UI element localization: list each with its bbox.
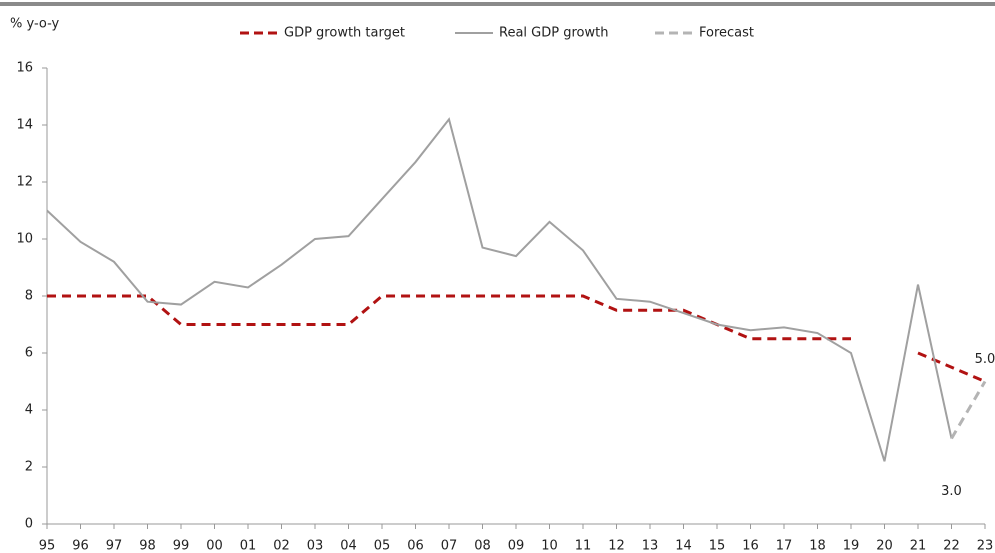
data-label: 3.0 xyxy=(941,484,962,499)
x-tick-label: 96 xyxy=(72,539,89,553)
y-tick-label: 12 xyxy=(16,175,33,190)
x-tick-label: 22 xyxy=(943,539,960,553)
x-tick-label: 18 xyxy=(809,539,826,553)
x-tick-label: 05 xyxy=(374,539,391,553)
legend-label: Real GDP growth xyxy=(499,26,608,41)
x-tick-label: 03 xyxy=(307,539,324,553)
x-tick-label: 12 xyxy=(608,539,625,553)
x-tick-label: 20 xyxy=(876,539,893,553)
x-tick-label: 13 xyxy=(642,539,659,553)
x-tick-label: 98 xyxy=(139,539,156,553)
x-tick-label: 10 xyxy=(541,539,558,553)
legend-label: GDP growth target xyxy=(284,26,405,41)
x-tick-label: 11 xyxy=(575,539,592,553)
x-tick-label: 00 xyxy=(206,539,223,553)
x-tick-label: 08 xyxy=(474,539,491,553)
x-tick-label: 06 xyxy=(407,539,424,553)
x-tick-label: 02 xyxy=(273,539,290,553)
x-tick-label: 21 xyxy=(910,539,927,553)
series-line xyxy=(46,117,953,462)
x-tick-label: 99 xyxy=(173,539,190,553)
x-tick-label: 15 xyxy=(709,539,726,553)
data-label: 5.0 xyxy=(975,352,995,367)
x-tick-label: 01 xyxy=(240,539,257,553)
x-tick-label: 19 xyxy=(843,539,860,553)
y-tick-label: 0 xyxy=(25,517,33,532)
x-tick-label: 04 xyxy=(340,539,357,553)
x-tick-label: 14 xyxy=(675,539,692,553)
x-tick-label: 23 xyxy=(977,539,994,553)
series-line xyxy=(47,294,986,383)
y-tick-label: 10 xyxy=(16,232,33,247)
y-tick-label: 14 xyxy=(16,118,33,133)
x-tick-label: 95 xyxy=(39,539,56,553)
x-tick-label: 97 xyxy=(106,539,123,553)
x-tick-label: 07 xyxy=(441,539,458,553)
legend-label: Forecast xyxy=(699,26,754,41)
series-line xyxy=(950,380,987,440)
y-tick-label: 8 xyxy=(25,289,33,304)
y-tick-label: 16 xyxy=(16,61,33,76)
y-axis-label: % y-o-y xyxy=(10,17,60,32)
y-tick-label: 4 xyxy=(25,403,33,418)
top-rule xyxy=(0,2,995,6)
x-tick-label: 16 xyxy=(742,539,759,553)
x-tick-label: 17 xyxy=(776,539,793,553)
x-tick-label: 09 xyxy=(508,539,525,553)
y-tick-label: 6 xyxy=(25,346,33,361)
y-tick-label: 2 xyxy=(25,460,33,475)
